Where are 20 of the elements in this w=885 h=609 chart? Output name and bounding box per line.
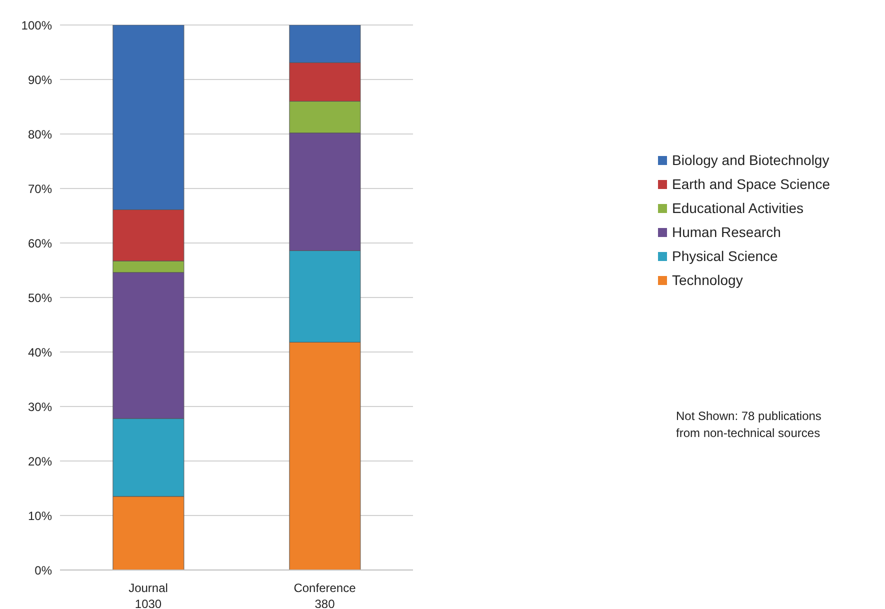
x-tick-label: Conference 380 (294, 581, 356, 609)
y-tick-label: 50% (28, 290, 52, 305)
y-tick-label: 80% (28, 127, 52, 142)
y-tick-label: 40% (28, 345, 52, 360)
note: Not Shown: 78 publications from non-technical sources (676, 408, 822, 442)
legend-label: Biology and Biotechnolgy (672, 152, 830, 168)
legend-label: Earth and Space Science (672, 176, 830, 192)
legend-label: Physical Science (672, 248, 778, 264)
legend-label: Human Research (672, 224, 781, 240)
y-tick-label: 0% (34, 563, 52, 578)
legend-label: Technology (672, 272, 743, 288)
y-tick-label: 90% (28, 72, 52, 87)
legend-label: Educational Activities (672, 200, 804, 216)
y-tick-label: 100% (21, 18, 52, 32)
y-tick-label: 70% (28, 182, 52, 196)
y-tick-label: 20% (28, 454, 52, 468)
x-tick-label: Journal 1030 (128, 581, 168, 609)
y-tick-label: 10% (28, 508, 52, 523)
y-tick-label: 30% (28, 400, 52, 414)
y-tick-label: 60% (28, 236, 52, 250)
